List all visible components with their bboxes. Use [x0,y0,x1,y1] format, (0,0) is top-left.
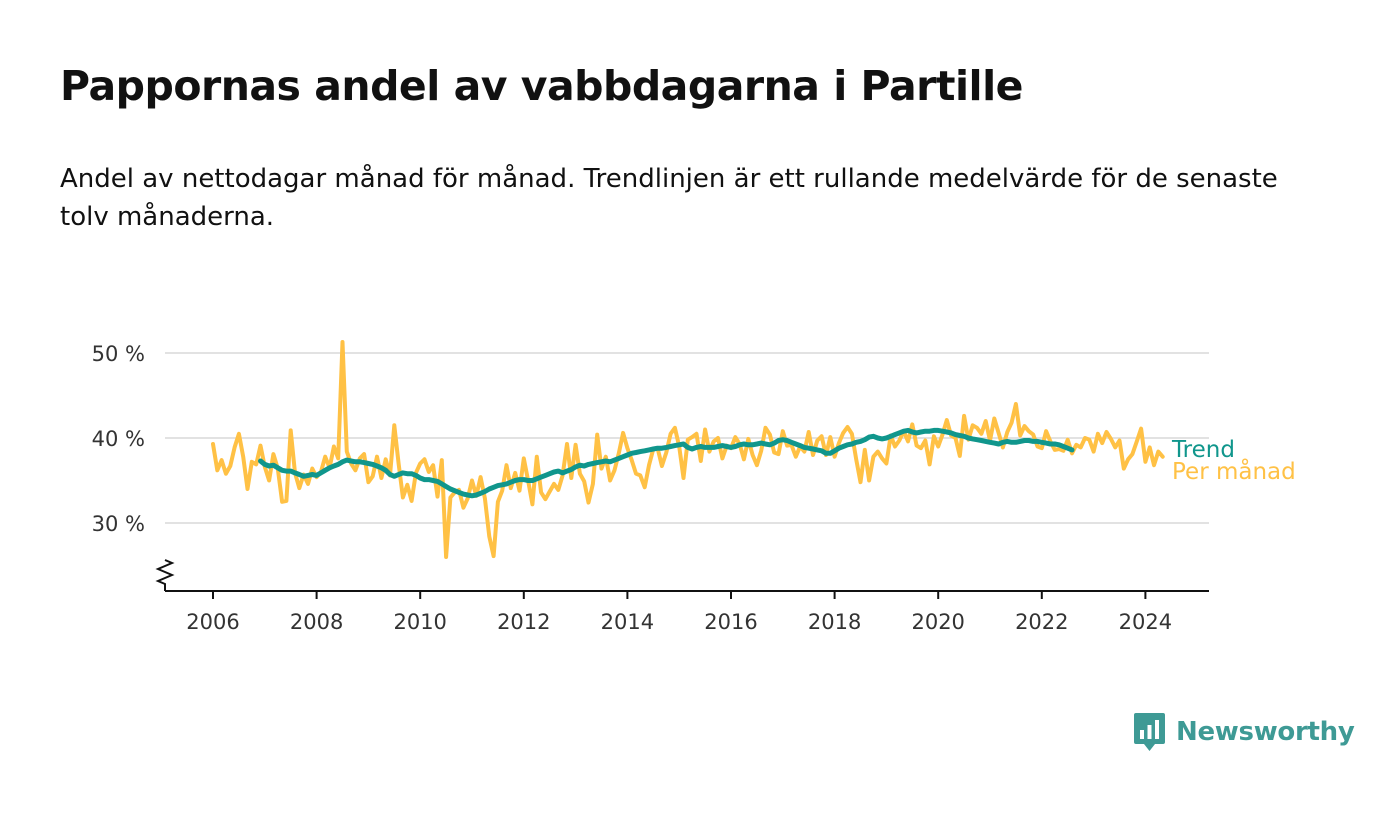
y-tick-label: 50 % [92,342,145,366]
x-tick-labels: 2006 2008 2010 2012 2014 2016 2018 2020 2022 2024 [186,591,1172,634]
axes [155,559,1209,592]
y-tick-labels: 30 % 40 % 50 % [92,342,145,536]
chart-title: Pappornas andel av vabbdagarna i Partill… [60,62,1023,110]
x-tick-label: 2022 [1015,610,1068,634]
x-tick-label: 2020 [911,610,964,634]
series-label-per-manad: Per månad [1172,457,1296,485]
series-line-trend [258,427,1075,499]
x-tick-label: 2018 [808,610,861,634]
newsworthy-logo: Newsworthy [1133,712,1355,752]
series-label-trend: Trend [1171,437,1235,463]
chart-subtitle: Andel av nettodagar månad för månad. Tre… [60,164,1278,232]
x-tick-label: 2008 [290,610,343,634]
y-tick-label: 30 % [92,512,145,536]
newsworthy-logo-text: Newsworthy [1176,717,1355,747]
y-axis-break-symbol [155,559,175,591]
x-tick-label: 2006 [186,610,239,634]
x-tick-label: 2016 [704,610,757,634]
x-tick-label: 2024 [1119,610,1172,634]
x-tick-label: 2010 [393,610,446,634]
x-tick-label: 2014 [601,610,654,634]
series [211,340,1165,559]
x-tick-label: 2012 [497,610,550,634]
y-tick-label: 40 % [92,427,145,451]
newsworthy-logo-icon [1134,713,1165,751]
